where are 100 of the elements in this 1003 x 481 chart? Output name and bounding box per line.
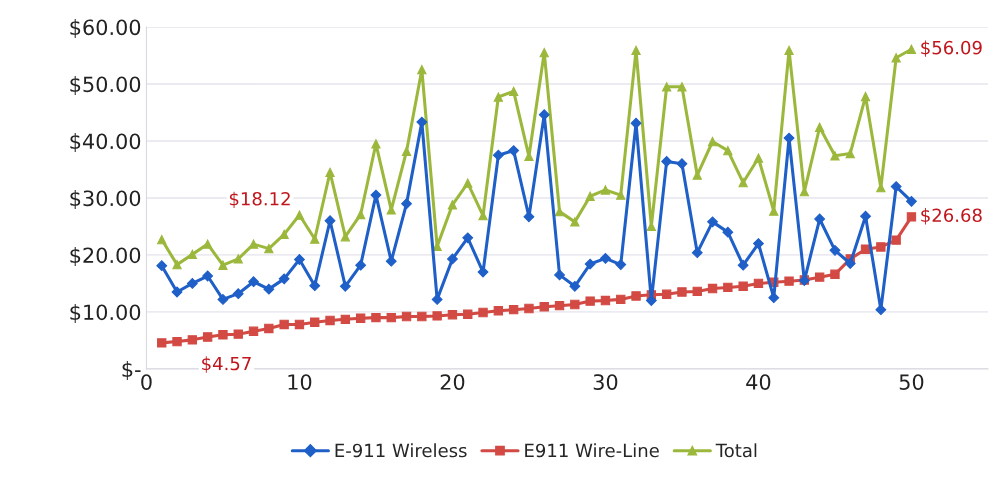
point xyxy=(508,304,519,315)
point xyxy=(309,280,321,292)
point xyxy=(478,307,488,318)
y-tick-label: $40.00 xyxy=(70,133,141,152)
legend-label: E911 Wire-Line xyxy=(525,443,659,458)
point xyxy=(661,82,672,92)
point xyxy=(539,302,549,312)
point xyxy=(264,323,274,334)
point xyxy=(463,178,473,188)
point xyxy=(401,311,412,322)
point xyxy=(569,280,581,292)
point xyxy=(539,47,549,58)
point xyxy=(325,315,335,326)
point xyxy=(616,294,626,305)
point xyxy=(814,122,825,132)
point xyxy=(784,45,794,55)
point xyxy=(157,338,167,348)
point xyxy=(172,259,182,270)
point xyxy=(493,306,504,316)
y-tick-label: $- xyxy=(122,361,141,380)
point xyxy=(186,278,198,289)
point xyxy=(768,292,780,304)
point xyxy=(600,295,611,306)
point xyxy=(584,258,596,270)
point xyxy=(891,235,901,245)
point xyxy=(707,283,718,294)
x-tick-label: 30 xyxy=(593,374,618,390)
point xyxy=(187,249,198,260)
point xyxy=(264,243,274,254)
legend-label: Total xyxy=(715,443,757,458)
point xyxy=(906,195,917,207)
point xyxy=(616,190,626,200)
point xyxy=(738,177,748,188)
point xyxy=(310,317,320,327)
point xyxy=(631,291,641,301)
point xyxy=(600,252,611,264)
point xyxy=(202,270,214,282)
point xyxy=(278,273,290,285)
point xyxy=(355,259,367,271)
point xyxy=(463,309,473,319)
point xyxy=(753,238,764,249)
point xyxy=(723,145,733,156)
point xyxy=(615,259,627,271)
point xyxy=(585,296,595,306)
point xyxy=(492,149,504,161)
point xyxy=(631,45,641,55)
point xyxy=(508,145,520,157)
point xyxy=(371,312,381,323)
point xyxy=(661,156,673,167)
point xyxy=(554,269,565,281)
point xyxy=(156,260,168,272)
point xyxy=(248,276,259,288)
y-tick-label: $20.00 xyxy=(70,247,141,266)
point xyxy=(202,332,213,342)
point xyxy=(417,65,427,75)
point xyxy=(248,326,259,336)
point xyxy=(570,299,580,310)
point xyxy=(432,311,442,321)
point xyxy=(722,226,734,238)
point xyxy=(371,139,381,149)
point xyxy=(661,289,672,299)
point xyxy=(677,287,687,297)
y-tick-label: $10.00 xyxy=(70,304,141,323)
point xyxy=(630,117,642,129)
point xyxy=(585,191,595,201)
point xyxy=(447,200,458,210)
point xyxy=(600,185,611,195)
point xyxy=(355,313,366,323)
point xyxy=(232,288,244,300)
point xyxy=(753,153,764,163)
point xyxy=(218,330,228,340)
point xyxy=(707,216,718,228)
annotation: $4.57 xyxy=(202,356,251,373)
point xyxy=(493,92,504,102)
point xyxy=(860,91,871,102)
point xyxy=(784,276,794,286)
point xyxy=(217,293,229,305)
point xyxy=(570,217,580,227)
x-tick-label: 20 xyxy=(440,374,465,390)
point xyxy=(814,272,825,282)
point xyxy=(386,312,396,323)
point xyxy=(310,234,320,244)
point xyxy=(830,269,840,279)
point xyxy=(447,253,458,265)
point xyxy=(738,281,748,291)
point xyxy=(294,319,305,330)
point xyxy=(340,232,351,242)
point xyxy=(676,158,688,170)
point xyxy=(691,247,703,259)
point xyxy=(172,336,182,347)
point xyxy=(294,254,305,265)
point xyxy=(737,259,749,271)
point xyxy=(830,151,840,161)
point xyxy=(325,167,335,177)
point xyxy=(218,260,228,270)
point xyxy=(416,116,428,128)
point xyxy=(723,282,733,293)
point xyxy=(753,278,764,289)
annotation: $56.09 xyxy=(921,40,982,57)
point xyxy=(554,300,565,311)
